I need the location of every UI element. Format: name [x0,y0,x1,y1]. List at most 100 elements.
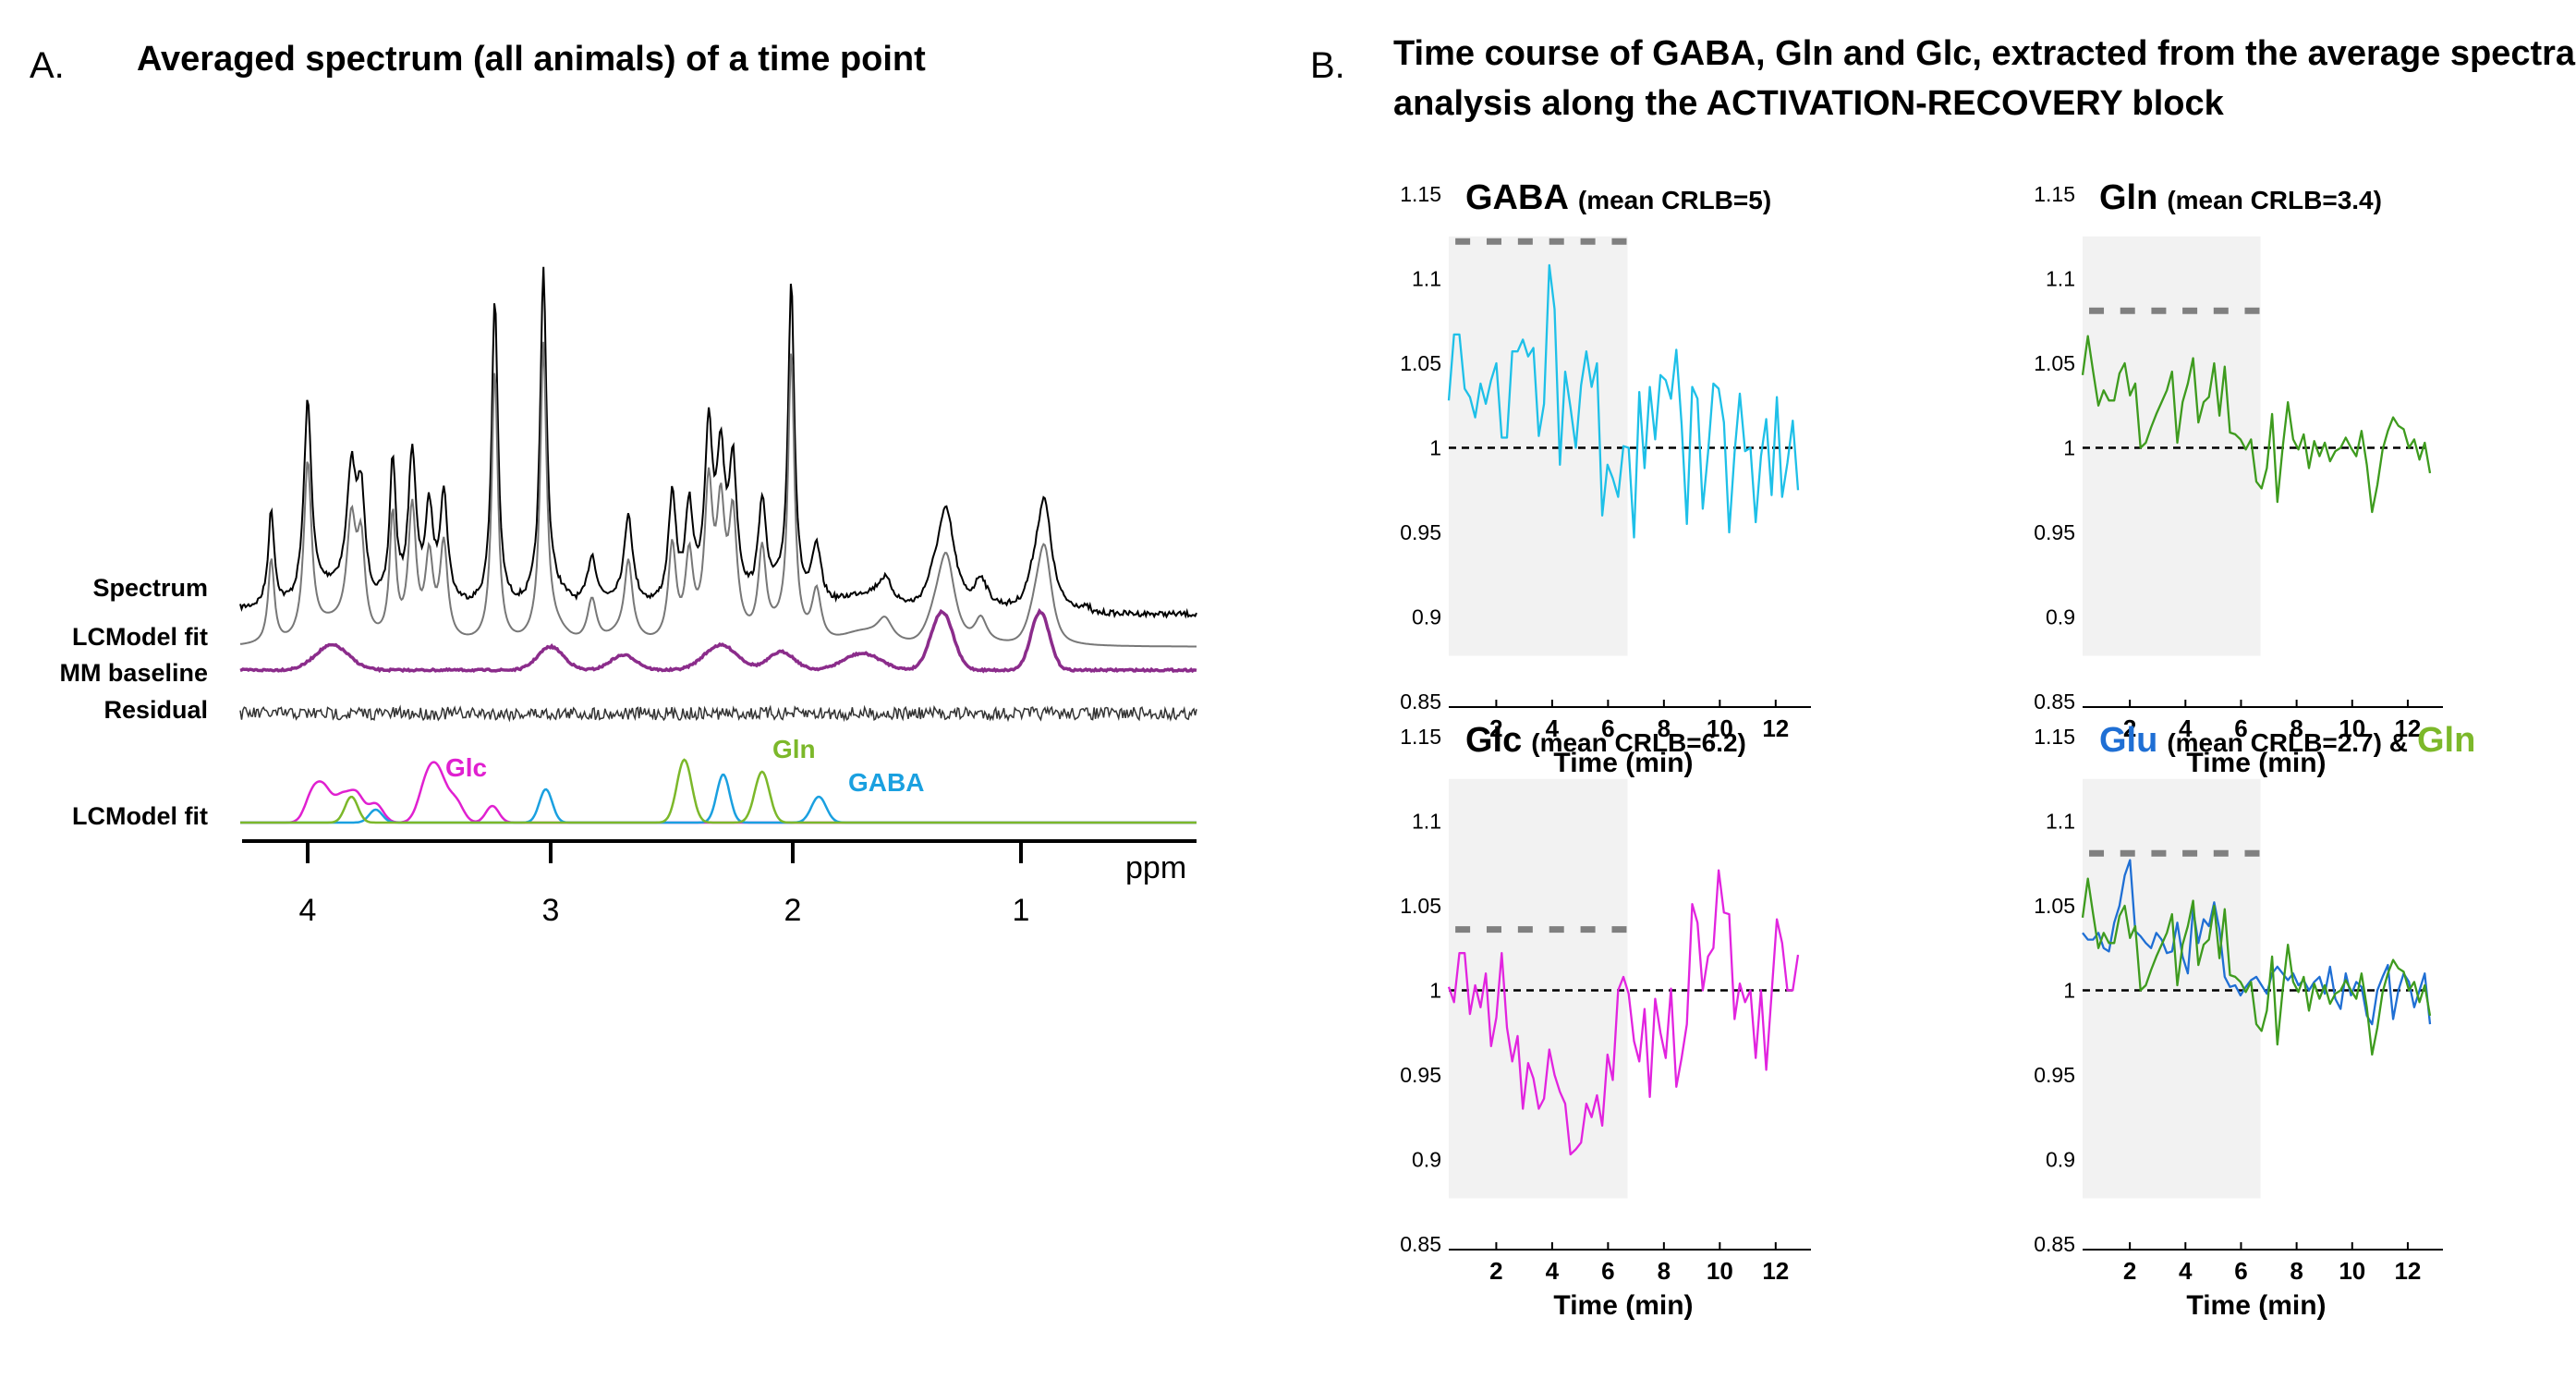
glu_gln-series-glu [2082,859,2432,1026]
glc-x-tick-label: 6 [1601,1257,1614,1285]
glu_gln-y-tick-label: 1.15 [2034,725,2075,749]
panel-a-title: Averaged spectrum (all animals) of a tim… [137,40,926,79]
ppm-axis-ticks: 4 3 2 1 ppm [299,841,1186,928]
gln-crlb: (mean CRLB=3.4) [2167,186,2382,214]
glu_gln-y-tick-label: 1.05 [2034,894,2075,918]
gaba-y-tick-label: 1.1 [1412,267,1441,291]
glu_gln-x-tick-label: 4 [2179,1257,2193,1285]
glu_gln-x-tick-label: 6 [2234,1257,2247,1285]
gln-title-word: Gln [2417,721,2475,760]
gln-x-tick-label: 12 [2394,714,2421,742]
glu_gln-y-tick-label: 0.85 [2034,1232,2075,1256]
gaba-title: GABA (mean CRLB=5) [1465,178,1771,217]
row-label-mm-baseline: MM baseline [59,659,208,687]
row-label-lcmodel-fit: LCModel fit [72,623,208,651]
glu_gln-series-gln [2081,877,2432,1056]
gaba-basis-trace [240,773,1197,824]
gaba-y-tick-label: 0.85 [1400,690,1441,714]
glc-y-tick-label: 0.95 [1400,1063,1441,1087]
peak-label-gaba: GABA [848,768,924,797]
gaba-y-tick-label: 0.9 [1412,605,1441,629]
gln-series-gln [2081,335,2432,514]
gaba-x-tick-label: 6 [1601,714,1614,742]
glu-crlb: (mean CRLB=2.7) & [2167,728,2408,757]
gln-y-tick-label: 1.1 [2046,267,2075,291]
gaba-y-tick-label: 1 [1429,436,1441,460]
gln-y-tick-label: 0.9 [2046,605,2075,629]
panel-a: A. Averaged spectrum (all animals) of a … [30,40,1197,928]
glu_gln-x-axis-label: Time (min) [2186,1290,2326,1321]
glu_gln-title: Glu (mean CRLB=2.7) & Gln [2099,721,2475,760]
panel-b: B. Time course of GABA, Gln and Glc, ext… [1310,34,2576,1321]
ppm-axis-label: ppm [1125,850,1186,885]
gln-x-tick-label: 6 [2234,714,2247,742]
gaba-x-axis-label: Time (min) [1553,748,1693,778]
glu_gln-x-tick-label: 2 [2123,1257,2136,1285]
glu_gln-x-tick-label: 8 [2290,1257,2303,1285]
gln-x-tick-label: 4 [2179,714,2193,742]
gaba-activation-shade [1449,236,1628,656]
gaba-x-tick-label: 10 [1707,714,1733,742]
gaba-crlb: (mean CRLB=5) [1578,186,1771,214]
glc-y-tick-label: 1.1 [1412,810,1441,834]
row-label-spectrum: Spectrum [92,574,208,602]
gaba-x-tick-label: 12 [1762,714,1789,742]
gln-y-tick-label: 1 [2063,436,2075,460]
lcmodel-fit-trace [239,341,1197,648]
chart-gaba: 0.85 0.9 0.95 1 1.05 1.1 1.15 2 4 6 8 10 12 Time (min… [1400,178,1811,778]
chart-gln: 0.85 0.9 0.95 1 1.05 1.1 1.15 2 4 6 8 10 12 Time (min… [2034,178,2443,778]
glu-title-word: Glu [2099,721,2157,760]
ppm-tick-label-3: 3 [542,893,560,928]
gln-title-word: Gln [2099,178,2157,217]
chart-glu-gln: 0.85 0.9 0.95 1 1.05 1.1 1.15 2 4 6 8 10 12 Time (min… [2034,721,2475,1321]
gaba-x-tick-label: 8 [1658,714,1671,742]
panel-b-title-line-2: analysis along the ACTIVATION-RECOVERY b… [1393,84,2225,123]
glc-y-tick-label: 0.85 [1400,1232,1441,1256]
peak-label-gln: Gln [772,735,816,763]
glu_gln-y-tick-label: 1.1 [2046,810,2075,834]
glc-y-tick-label: 1 [1429,979,1441,1003]
ppm-tick-label-4: 4 [299,893,317,928]
spectrum-trace [239,266,1197,619]
glc-title-word: Glc [1465,721,1522,760]
glc-x-tick-label: 10 [1707,1257,1733,1285]
gaba-x-tick-label: 2 [1489,714,1502,742]
panel-b-title-line-1: Time course of GABA, Gln and Glc, extrac… [1393,34,2576,73]
glc-x-tick-label: 8 [1658,1257,1671,1285]
gaba-y-tick-label: 0.95 [1400,520,1441,544]
ppm-tick-label-1: 1 [1013,893,1030,928]
row-label-residual: Residual [103,696,208,724]
glu_gln-x-tick-label: 12 [2394,1257,2421,1285]
glu_gln-y-tick-label: 1 [2063,979,2075,1003]
gln-basis-trace [240,758,1197,824]
gln-y-tick-label: 0.95 [2034,520,2075,544]
gln-y-tick-label: 0.85 [2034,690,2075,714]
residual-trace [239,704,1197,723]
gln-x-tick-label: 2 [2123,714,2136,742]
glc-x-tick-label: 2 [1489,1257,1502,1285]
glc-x-tick-label: 4 [1546,1257,1560,1285]
gln-y-tick-label: 1.15 [2034,182,2075,206]
gln-x-axis-label: Time (min) [2186,748,2326,778]
gln-x-tick-label: 8 [2290,714,2303,742]
glc-activation-shade [1449,778,1628,1199]
spectrum-traces [239,266,1197,824]
glu_gln-activation-shade [2083,778,2261,1199]
glc-basis-trace [240,761,1197,824]
glu_gln-x-tick-label: 10 [2339,1257,2365,1285]
glu_gln-y-tick-label: 0.9 [2046,1148,2075,1172]
chart-glc: 0.85 0.9 0.95 1 1.05 1.1 1.15 2 4 6 8 10 12 Time (min… [1400,721,1811,1321]
mm-baseline-trace [239,607,1197,674]
glu_gln-y-tick-label: 0.95 [2034,1063,2075,1087]
gln-x-tick-label: 10 [2339,714,2365,742]
gaba-y-tick-label: 1.05 [1400,351,1441,375]
glc-y-tick-label: 1.05 [1400,894,1441,918]
gaba-x-tick-label: 4 [1546,714,1560,742]
row-label-lcmodel-basis: LCModel fit [72,802,208,830]
glc-y-tick-label: 1.15 [1400,725,1441,749]
gln-title: Gln (mean CRLB=3.4) [2099,178,2382,217]
gln-y-tick-label: 1.05 [2034,351,2075,375]
gaba-y-tick-label: 1.15 [1400,182,1441,206]
glc-title: Glc (mean CRLB=6.2) [1465,721,1746,760]
gln-activation-shade [2083,236,2261,656]
